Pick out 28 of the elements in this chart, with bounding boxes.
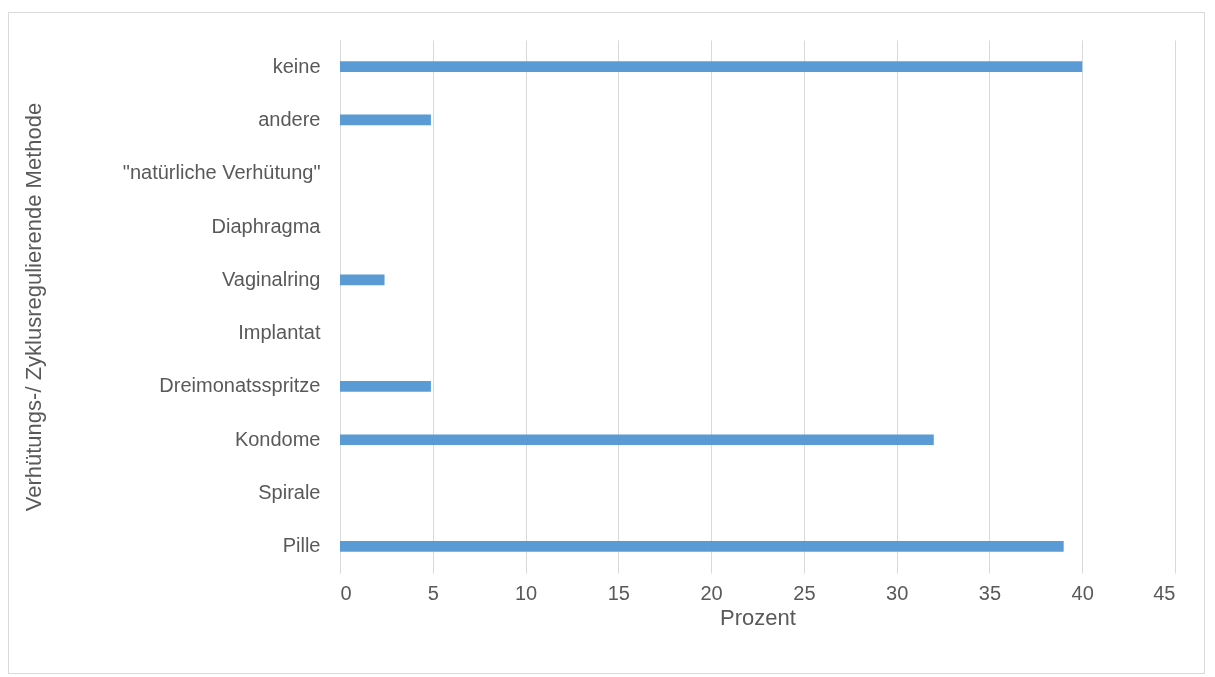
x-tick-label: 35 <box>978 581 1002 604</box>
y-tick-label: Diaphragma <box>211 214 322 237</box>
y-tick-label: Pille <box>282 534 321 557</box>
x-tick-label: 20 <box>700 581 723 604</box>
y-tick-label: Implantat <box>238 321 321 344</box>
bar <box>340 61 1083 72</box>
y-axis-title: Verhütungs-/ Zyklusregulierende Methode <box>20 102 46 512</box>
x-axis-title: Prozent <box>720 604 796 630</box>
y-tick-label: Kondome <box>234 427 321 450</box>
y-tick-label: "natürliche Verhütung" <box>122 161 321 184</box>
y-tick-label: keine <box>272 54 321 77</box>
bar <box>340 274 385 286</box>
x-tick-label: 30 <box>886 581 909 604</box>
bar <box>340 541 1064 552</box>
x-tick-label: 15 <box>607 581 630 604</box>
y-tick-label: Vaginalring <box>221 267 321 290</box>
x-tick-label: 25 <box>793 581 816 604</box>
y-tick-label: andere <box>258 107 321 130</box>
bar <box>340 114 431 126</box>
x-tick-label: 45 <box>1153 581 1176 604</box>
x-tick-label: 40 <box>1071 581 1094 604</box>
x-tick-label: 0 <box>340 581 352 604</box>
y-tick-label: Spirale <box>258 481 321 504</box>
x-tick-label: 10 <box>514 581 538 604</box>
y-tick-label: Dreimonatsspritze <box>159 374 321 397</box>
bar <box>340 381 431 392</box>
x-tick-label: 5 <box>427 581 439 604</box>
bar <box>340 434 934 446</box>
